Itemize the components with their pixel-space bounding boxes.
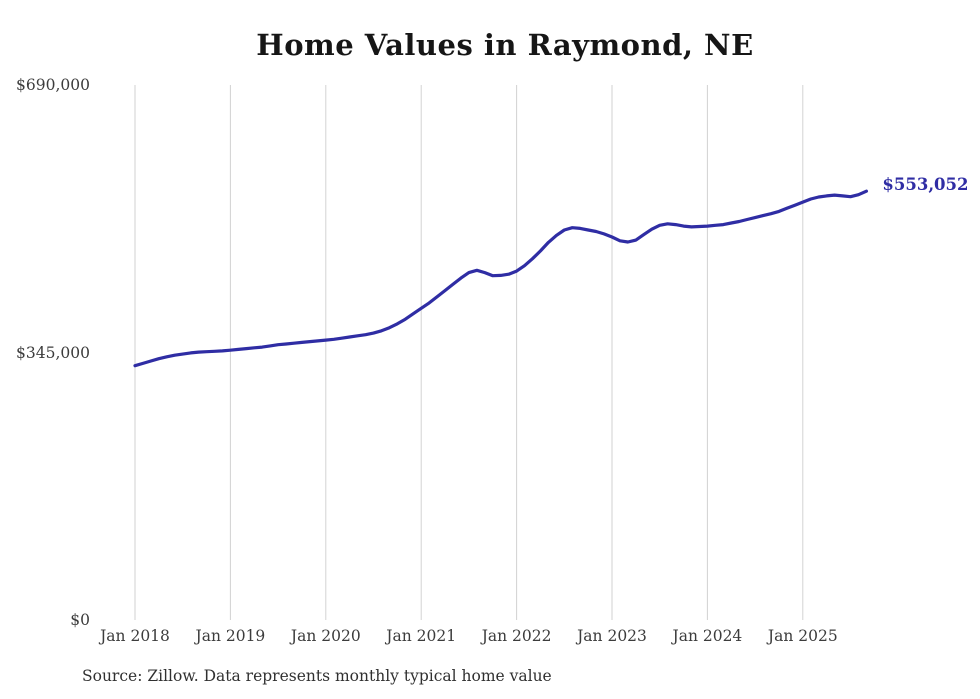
x-axis-tick-label: Jan 2024 — [672, 627, 743, 645]
home-value-line — [133, 189, 869, 368]
x-axis-tick-label: Jan 2022 — [481, 627, 552, 645]
source-note: Source: Zillow. Data represents monthly … — [82, 667, 552, 685]
x-axis-tick-label: Jan 2020 — [290, 627, 361, 645]
y-axis-tick-label: $0 — [70, 611, 90, 629]
x-axis-tick-label: Jan 2018 — [100, 627, 170, 645]
latest-value-label: $553,052 — [882, 175, 969, 195]
x-axis-tick-label: Jan 2021 — [386, 627, 457, 645]
x-axis-tick-label: Jan 2019 — [195, 627, 266, 645]
x-axis-tick-label: Jan 2025 — [767, 627, 838, 645]
chart-title: Home Values in Raymond, NE — [256, 28, 754, 62]
x-axis-tick-label: Jan 2023 — [577, 627, 647, 645]
y-axis-tick-label: $690,000 — [16, 76, 90, 94]
y-axis-tick-label: $345,000 — [16, 343, 90, 362]
